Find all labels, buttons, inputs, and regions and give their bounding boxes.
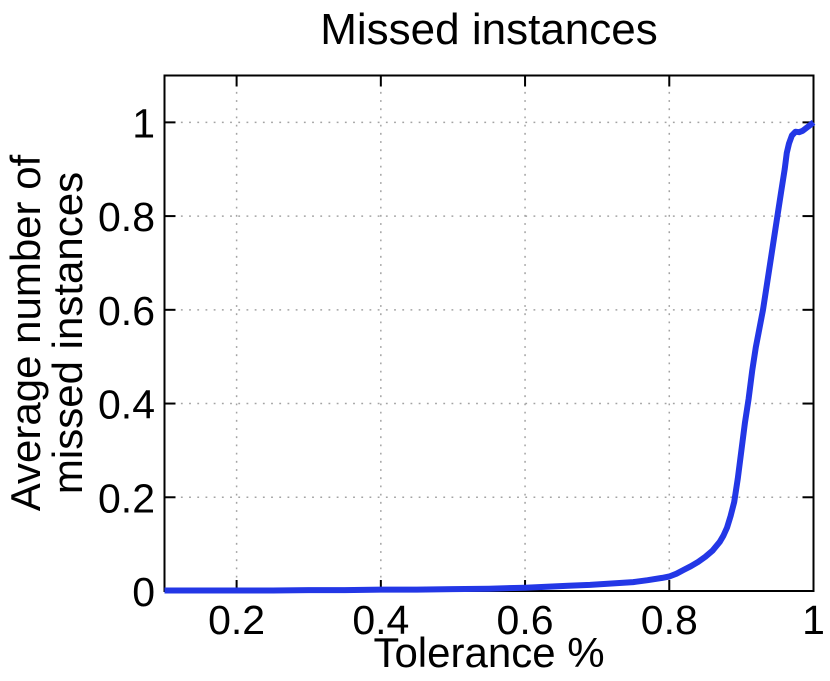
x-tick-label: 1 [802, 597, 825, 643]
x-tick-label: 0.2 [208, 597, 265, 643]
y-tick-label: 0.4 [98, 382, 155, 428]
chart-title: Missed instances [320, 5, 657, 54]
missed-instances-curve [164, 120, 816, 594]
x-tick-label: 0.4 [352, 597, 409, 643]
series-group [164, 120, 816, 594]
x-axis-label: Tolerance % [373, 629, 604, 676]
axis-frame [163, 74, 815, 592]
gridlines [164, 75, 814, 591]
y-axis-label-line1: Average number of [2, 154, 49, 511]
x-tick-label: 0.8 [641, 597, 698, 643]
y-tick-label: 0 [132, 569, 155, 615]
y-tick-label: 0.2 [98, 475, 155, 521]
y-tick-label: 1 [132, 100, 155, 146]
y-axis-label-line2: missed instances [44, 172, 91, 494]
y-tick-label: 0.6 [98, 288, 155, 334]
tick-labels: 0.2 0.4 0.6 0.8 1 0 0.2 0.4 0.6 0.8 1 [98, 100, 825, 643]
x-tick-label: 0.6 [497, 597, 554, 643]
y-tick-label: 0.8 [98, 194, 155, 240]
tick-marks [164, 75, 815, 592]
